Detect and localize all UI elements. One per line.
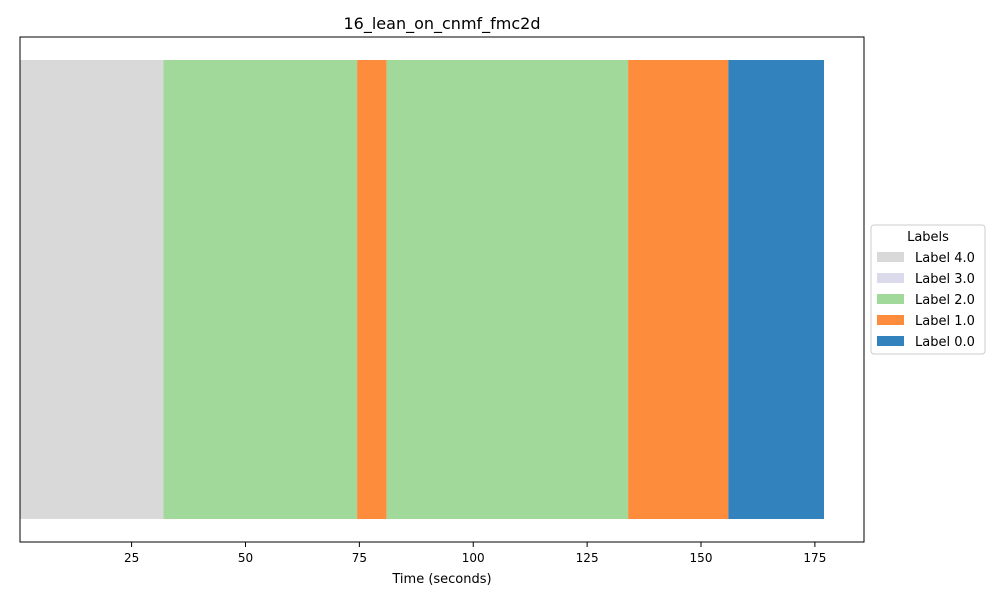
legend-swatch <box>877 336 904 346</box>
plot-area-frame <box>19 36 865 543</box>
x-tick-label: 125 <box>576 551 599 565</box>
segment-1 <box>163 60 358 519</box>
legend-swatch <box>877 252 904 262</box>
x-tick-label: 25 <box>124 551 139 565</box>
x-tick-label: 150 <box>690 551 713 565</box>
segments-group <box>20 60 824 519</box>
legend-entries: Label 4.0 Label 3.0 Label 2.0 Label 1.0 Labe… <box>877 251 975 350</box>
legend-swatch <box>877 315 904 325</box>
legend-label: Label 0.0 <box>915 335 975 350</box>
legend-label: Label 4.0 <box>915 251 975 266</box>
legend-label: Label 2.0 <box>915 293 975 308</box>
legend-label: Label 1.0 <box>915 314 975 329</box>
legend-label: Label 3.0 <box>915 272 975 287</box>
x-axis-ticks: 25 50 75 100 125 150 175 <box>124 542 826 565</box>
segment-5 <box>728 60 824 519</box>
segment-2 <box>357 60 387 519</box>
segment-0 <box>20 60 164 519</box>
segment-4 <box>628 60 729 519</box>
x-tick-label: 100 <box>462 551 485 565</box>
chart-title: 16_lean_on_cnmf_fmc2d <box>343 14 540 34</box>
segment-3 <box>386 60 629 519</box>
legend-swatch <box>877 273 904 283</box>
x-tick-label: 175 <box>803 551 826 565</box>
legend-title: Labels <box>907 230 949 245</box>
x-axis-label: Time (seconds) <box>391 572 491 587</box>
x-tick-label: 75 <box>352 551 367 565</box>
legend-swatch <box>877 294 904 304</box>
x-tick-label: 50 <box>238 551 253 565</box>
